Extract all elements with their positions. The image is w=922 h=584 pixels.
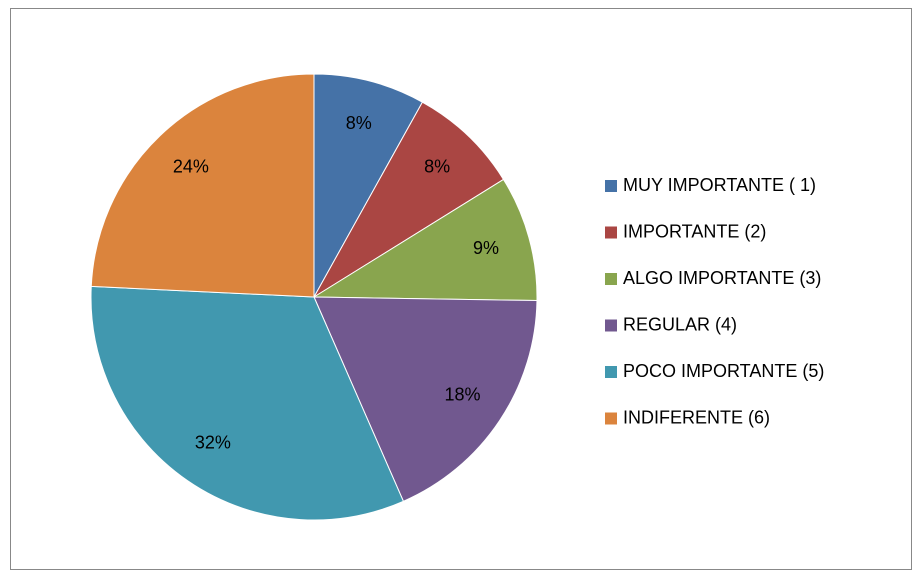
legend-swatch — [605, 366, 617, 378]
pie-slice — [312, 178, 538, 302]
data-label: 8% — [424, 157, 450, 177]
legend-swatch — [605, 319, 617, 332]
data-label: 32% — [195, 433, 231, 453]
pie-slice — [313, 73, 424, 299]
pie-slice — [90, 285, 405, 521]
legend-label: POCO IMPORTANTE (5) — [623, 361, 824, 381]
legend-label: ALGO IMPORTANTE (3) — [623, 268, 821, 288]
data-label: 18% — [445, 385, 481, 405]
pie-slice — [90, 73, 315, 298]
data-label: 24% — [173, 157, 209, 177]
legend-label: REGULAR (4) — [623, 314, 737, 334]
legend-swatch — [605, 273, 617, 285]
legend-label: IMPORTANTE (2) — [623, 221, 766, 241]
pie-slice — [313, 296, 538, 502]
data-label: 9% — [473, 238, 499, 258]
legend-label: MUY IMPORTANTE ( 1) — [623, 175, 816, 195]
legend-swatch — [605, 180, 617, 192]
data-label: 8% — [346, 113, 372, 133]
legend-swatch — [605, 226, 617, 239]
pie-slice — [312, 101, 505, 299]
legend-label: INDIFERENTE (6) — [623, 407, 770, 427]
legend-swatch — [605, 412, 617, 425]
